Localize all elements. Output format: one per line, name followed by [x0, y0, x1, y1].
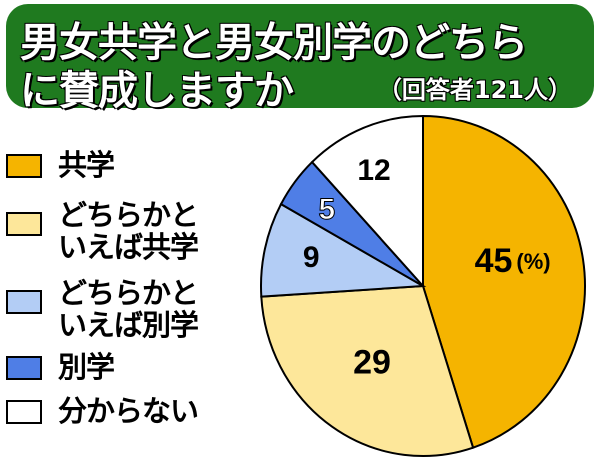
legend-label-line-1: どちらかと [58, 276, 199, 310]
pie-value-label-5: 12 [357, 154, 390, 187]
legend-swatch [6, 212, 42, 236]
legend-swatch [6, 356, 42, 380]
legend-label-line-1: どちらかと [58, 198, 199, 232]
pie-slice-5 [310, 114, 424, 289]
legend-swatch [6, 290, 42, 314]
legend-label: 別学 [58, 350, 115, 384]
chart-header: 男女共学と男女別学のどちら に賛成しますか （回答者121人） [6, 4, 594, 114]
pie-slice-1 [422, 114, 587, 449]
pie-unit-label: (%) [516, 249, 550, 274]
chart-subtitle: （回答者121人） [377, 76, 572, 104]
legend-label: 共学 [58, 148, 115, 182]
legend-label: 分からない [58, 394, 199, 428]
legend-label-line-2: いえば共学 [58, 230, 199, 264]
chart-title-line-2: に賛成しますか [20, 68, 294, 114]
pie-value-label-3: 9 [303, 241, 320, 274]
pie-slice-2 [260, 284, 475, 457]
pie-value-label-4: 5 [318, 193, 335, 226]
legend-swatch [6, 400, 42, 424]
legend-swatch [6, 154, 42, 178]
pie-value-label-2: 29 [353, 344, 391, 382]
pie-slices [260, 114, 587, 457]
legend-label-line-2: いえば別学 [58, 308, 199, 342]
chart-title-line-1: 男女共学と男女別学のどちら [20, 20, 528, 66]
pie-slice-3 [260, 202, 427, 298]
